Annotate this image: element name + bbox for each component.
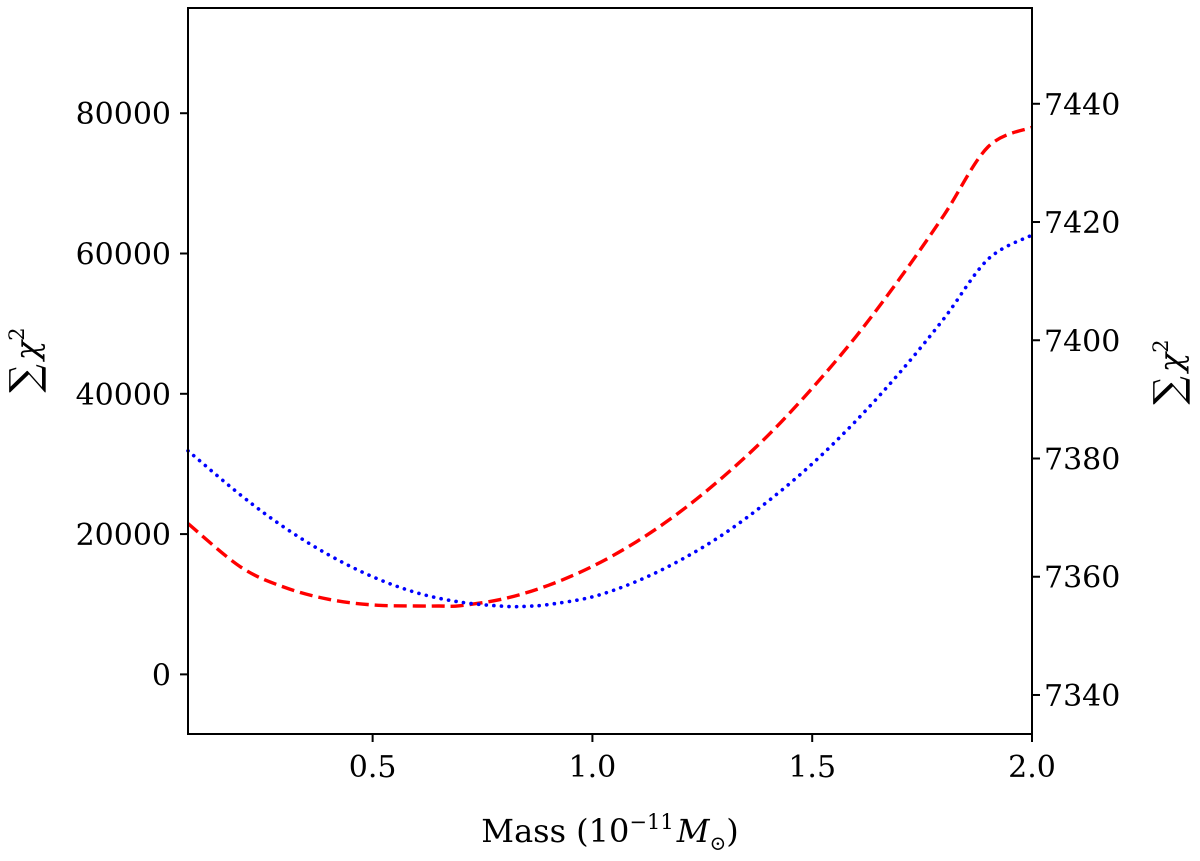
y-axis-right-title: ∑χ2: [1146, 339, 1192, 404]
y-axis-right-title-exponent: 2: [1149, 339, 1173, 352]
x-tick-label: 1.0: [569, 750, 617, 785]
x-axis: 0.5 1.0 1.5 2.0: [349, 734, 1056, 785]
y-right-tick-label: 7400: [1044, 324, 1120, 359]
x-axis-title: Mass (10−11M⊙): [481, 810, 738, 855]
y-right-tick-label: 7380: [1044, 442, 1120, 477]
series-line-right-axis: [186, 233, 1034, 609]
plot-frame: [187, 7, 1033, 735]
x-tick-label: 0.5: [349, 750, 397, 785]
x-axis-title-close: ): [726, 812, 738, 850]
y-axis-left-title: ∑χ2: [2, 327, 48, 392]
y-left-tick-label: 80000: [76, 97, 171, 132]
x-axis-title-unit: M: [676, 812, 711, 850]
y-left-tick-label: 60000: [76, 238, 171, 273]
y-left-tick-label: 20000: [76, 518, 171, 553]
plot-area: [188, 8, 1032, 734]
x-tick-label: 2.0: [1008, 750, 1056, 785]
y-right-tick-label: 7420: [1044, 206, 1120, 241]
series-layer: [186, 125, 1034, 609]
y-left-tick-label: 40000: [76, 378, 171, 413]
y-axis-right-title-var: χ: [1152, 351, 1190, 374]
y-right-tick-label: 7360: [1044, 561, 1120, 596]
y-right-tick-label: 7440: [1044, 88, 1120, 123]
y-axis-left: 0 20000 40000 60000 80000: [76, 97, 188, 693]
y-axis-right-title-symbol: ∑: [1146, 376, 1192, 405]
y-axis-right: 7340 7360 7380 7400 7420 7440: [1032, 88, 1120, 714]
series-line-left-axis: [186, 125, 1033, 608]
x-axis-title-text: Mass (10: [481, 812, 629, 850]
y-axis-left-title-var: χ: [8, 339, 46, 362]
x-tick-label: 1.5: [788, 750, 836, 785]
y-left-tick-label: 0: [152, 658, 171, 693]
x-axis-title-subscript: ⊙: [709, 831, 726, 855]
y-axis-left-title-exponent: 2: [5, 327, 29, 340]
x-axis-title-exponent: −11: [629, 810, 673, 834]
y-axis-left-title-symbol: ∑: [2, 364, 48, 393]
y-right-tick-label: 7340: [1044, 679, 1120, 714]
